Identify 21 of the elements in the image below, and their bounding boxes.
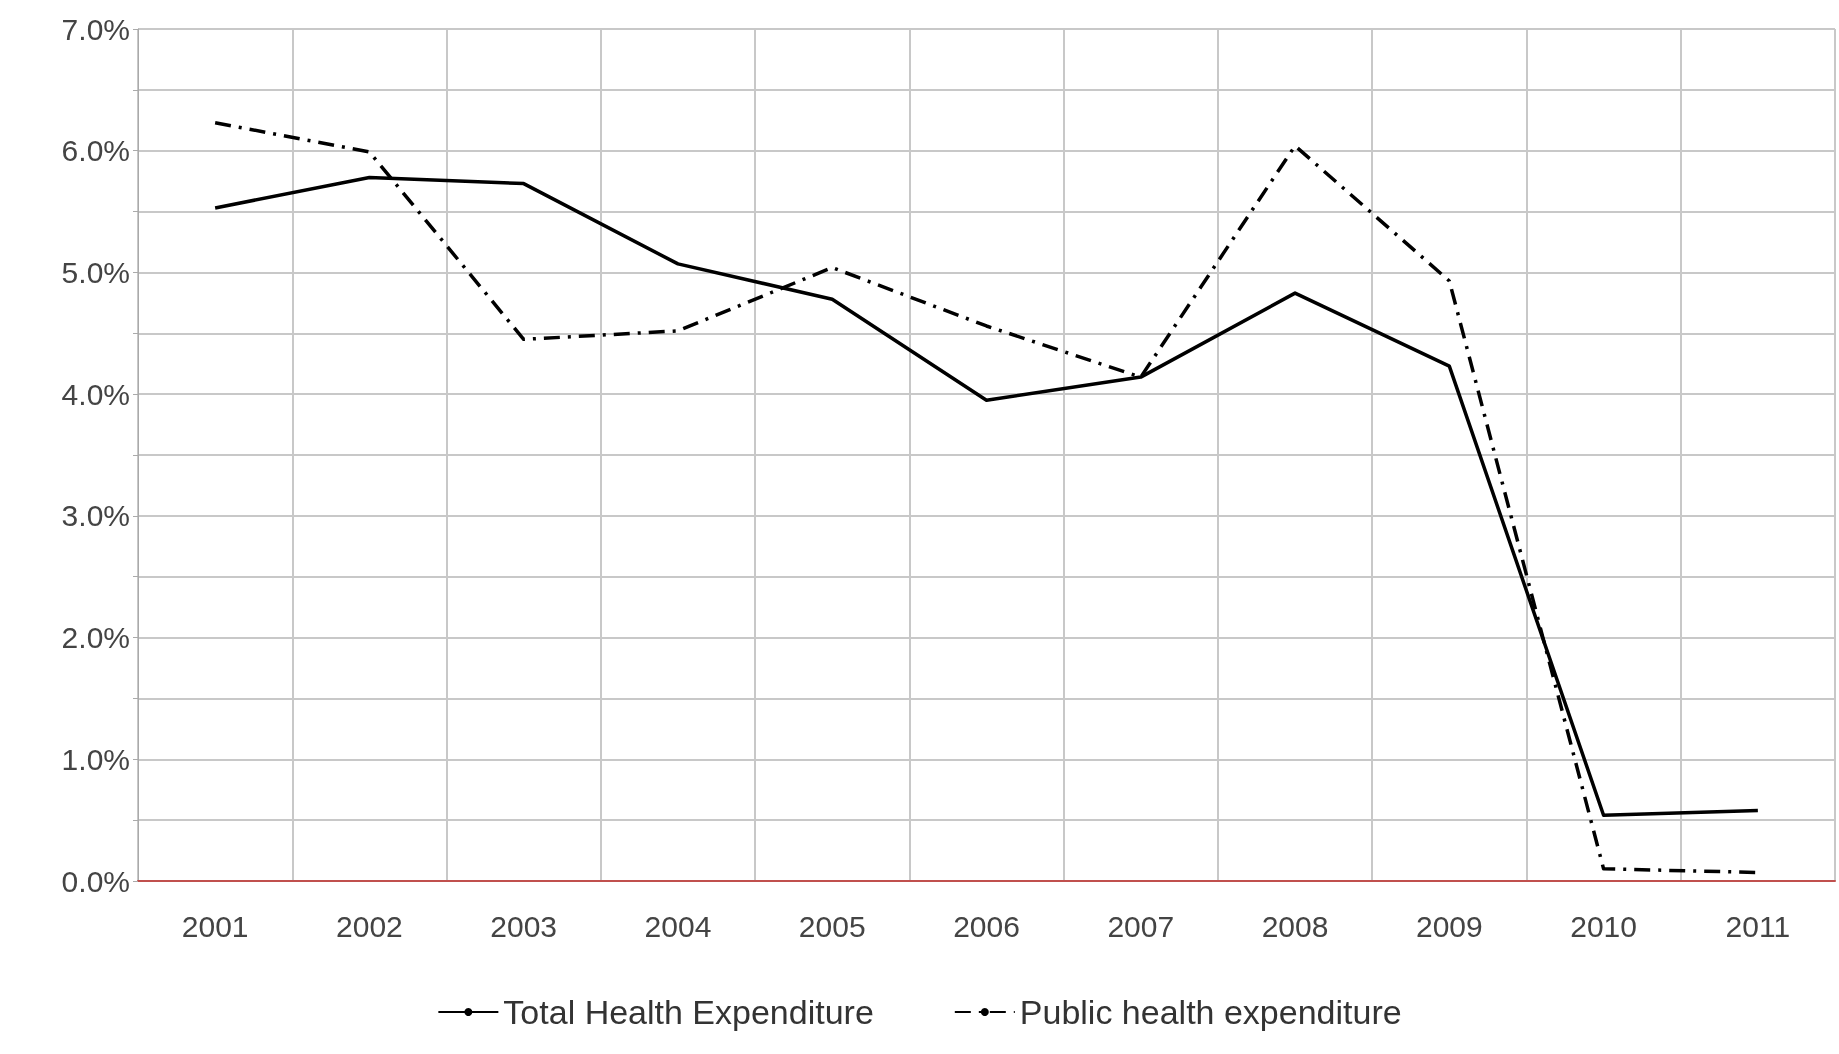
legend-label: Total Health Expenditure (503, 993, 874, 1031)
x-tick-label: 2006 (953, 909, 1020, 943)
y-tick-label: 5.0% (61, 255, 130, 289)
x-tick-label: 2004 (644, 909, 712, 943)
y-tick-label: 7.0% (61, 12, 130, 46)
x-tick-label: 2011 (1725, 909, 1791, 943)
legend-label: Public health expenditure (1019, 993, 1402, 1031)
x-tick-label: 2008 (1261, 909, 1329, 943)
y-tick-label: 1.0% (61, 742, 130, 776)
x-tick-label: 2010 (1570, 909, 1637, 943)
x-tick-label: 2002 (336, 909, 403, 943)
y-tick-label: 2.0% (61, 621, 130, 655)
x-tick-label: 2007 (1107, 909, 1175, 943)
y-tick-label: 3.0% (61, 499, 130, 533)
y-tick-label: 6.0% (61, 134, 130, 168)
x-tick-label: 2003 (490, 909, 558, 943)
x-tick-label: 2001 (181, 909, 249, 943)
x-tick-label: 2005 (798, 909, 866, 943)
y-tick-label: 0.0% (61, 864, 130, 898)
x-tick-label: 2009 (1415, 909, 1483, 943)
y-tick-label: 4.0% (61, 377, 130, 411)
